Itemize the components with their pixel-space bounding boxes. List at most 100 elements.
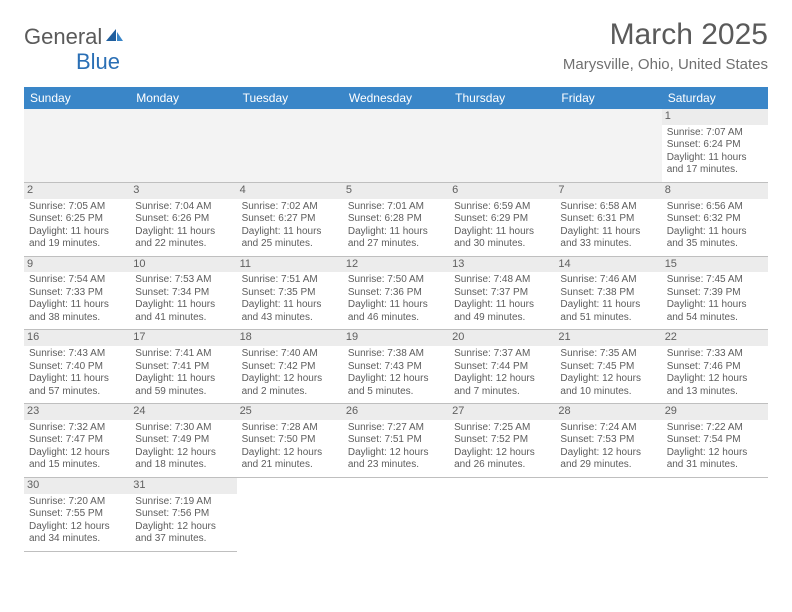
calendar-cell: 18Sunrise: 7:40 AMSunset: 7:42 PMDayligh… <box>237 330 343 404</box>
daylight-line: Daylight: 12 hours and 2 minutes. <box>242 373 338 398</box>
sunrise-line: Sunrise: 7:33 AM <box>667 348 763 361</box>
sunset-line: Sunset: 7:51 PM <box>348 434 444 447</box>
day-number: 18 <box>237 330 343 346</box>
daylight-line: Daylight: 11 hours and 54 minutes. <box>667 299 763 324</box>
daylight-line: Daylight: 11 hours and 27 minutes. <box>348 226 444 251</box>
daylight-line: Daylight: 11 hours and 30 minutes. <box>454 226 550 251</box>
sunset-line: Sunset: 7:54 PM <box>667 434 763 447</box>
calendar-cell: 6 Sunrise: 6:59 AMSunset: 6:29 PMDaylight… <box>449 182 555 256</box>
daylight-line: Daylight: 12 hours and 23 minutes. <box>348 447 444 472</box>
day-number: 30 <box>24 478 130 494</box>
calendar-table: Sunday Monday Tuesday Wednesday Thursday… <box>24 87 768 552</box>
calendar-cell: 23Sunrise: 7:32 AMSunset: 7:47 PMDayligh… <box>24 404 130 478</box>
col-sunday: Sunday <box>24 87 130 109</box>
sunrise-line: Sunrise: 7:30 AM <box>135 422 231 435</box>
sunrise-line: Sunrise: 7:25 AM <box>454 422 550 435</box>
sunrise-line: Sunrise: 7:37 AM <box>454 348 550 361</box>
sunset-line: Sunset: 6:24 PM <box>667 139 763 152</box>
calendar-cell: 15Sunrise: 7:45 AMSunset: 7:39 PMDayligh… <box>662 256 768 330</box>
daylight-line: Daylight: 11 hours and 38 minutes. <box>29 299 125 324</box>
daylight-line: Daylight: 12 hours and 26 minutes. <box>454 447 550 472</box>
daylight-line: Daylight: 11 hours and 35 minutes. <box>667 226 763 251</box>
sunset-line: Sunset: 6:29 PM <box>454 213 550 226</box>
title-block: March 2025 Marysville, Ohio, United Stat… <box>563 18 768 73</box>
calendar-cell: 12Sunrise: 7:50 AMSunset: 7:36 PMDayligh… <box>343 256 449 330</box>
day-number: 22 <box>662 330 768 346</box>
daylight-line: Daylight: 11 hours and 17 minutes. <box>667 152 763 177</box>
sunset-line: Sunset: 7:49 PM <box>135 434 231 447</box>
calendar-cell: 20Sunrise: 7:37 AMSunset: 7:44 PMDayligh… <box>449 330 555 404</box>
day-number: 10 <box>130 257 236 273</box>
sunrise-line: Sunrise: 7:50 AM <box>348 274 444 287</box>
daylight-line: Daylight: 12 hours and 29 minutes. <box>560 447 656 472</box>
calendar-cell <box>555 109 661 182</box>
day-number: 5 <box>343 183 449 199</box>
calendar-cell: 22Sunrise: 7:33 AMSunset: 7:46 PMDayligh… <box>662 330 768 404</box>
daylight-line: Daylight: 11 hours and 43 minutes. <box>242 299 338 324</box>
day-number: 7 <box>555 183 661 199</box>
sunrise-line: Sunrise: 7:22 AM <box>667 422 763 435</box>
day-number: 19 <box>343 330 449 346</box>
daylight-line: Daylight: 12 hours and 34 minutes. <box>29 521 125 546</box>
sunrise-line: Sunrise: 7:20 AM <box>29 496 125 509</box>
day-number: 6 <box>449 183 555 199</box>
daylight-line: Daylight: 11 hours and 59 minutes. <box>135 373 231 398</box>
calendar-row: 30Sunrise: 7:20 AMSunset: 7:55 PMDayligh… <box>24 477 768 551</box>
calendar-row: 23Sunrise: 7:32 AMSunset: 7:47 PMDayligh… <box>24 404 768 478</box>
logo: General <box>24 24 124 50</box>
daylight-line: Daylight: 12 hours and 7 minutes. <box>454 373 550 398</box>
sunrise-line: Sunrise: 7:45 AM <box>667 274 763 287</box>
calendar-row: 9Sunrise: 7:54 AMSunset: 7:33 PMDaylight… <box>24 256 768 330</box>
day-number: 9 <box>24 257 130 273</box>
logo-text-general: General <box>24 24 102 50</box>
sunrise-line: Sunrise: 6:58 AM <box>560 201 656 214</box>
col-monday: Monday <box>130 87 236 109</box>
daylight-line: Daylight: 11 hours and 22 minutes. <box>135 226 231 251</box>
sunrise-line: Sunrise: 6:59 AM <box>454 201 550 214</box>
location-label: Marysville, Ohio, United States <box>563 56 768 73</box>
sunset-line: Sunset: 7:44 PM <box>454 361 550 374</box>
calendar-cell: 29Sunrise: 7:22 AMSunset: 7:54 PMDayligh… <box>662 404 768 478</box>
calendar-cell <box>130 109 236 182</box>
calendar-cell: 28Sunrise: 7:24 AMSunset: 7:53 PMDayligh… <box>555 404 661 478</box>
calendar-cell: 19Sunrise: 7:38 AMSunset: 7:43 PMDayligh… <box>343 330 449 404</box>
sunset-line: Sunset: 7:39 PM <box>667 287 763 300</box>
sunset-line: Sunset: 7:42 PM <box>242 361 338 374</box>
day-number: 1 <box>662 109 768 125</box>
calendar-cell: 9Sunrise: 7:54 AMSunset: 7:33 PMDaylight… <box>24 256 130 330</box>
col-thursday: Thursday <box>449 87 555 109</box>
logo-sail-icon <box>104 23 124 49</box>
calendar-cell: 13Sunrise: 7:48 AMSunset: 7:37 PMDayligh… <box>449 256 555 330</box>
sunset-line: Sunset: 7:56 PM <box>135 508 231 521</box>
calendar-cell <box>449 109 555 182</box>
sunset-line: Sunset: 7:37 PM <box>454 287 550 300</box>
sunset-line: Sunset: 7:38 PM <box>560 287 656 300</box>
daylight-line: Daylight: 11 hours and 41 minutes. <box>135 299 231 324</box>
daylight-line: Daylight: 11 hours and 19 minutes. <box>29 226 125 251</box>
day-number: 29 <box>662 404 768 420</box>
calendar-cell <box>343 477 449 551</box>
day-number: 21 <box>555 330 661 346</box>
sunset-line: Sunset: 7:53 PM <box>560 434 656 447</box>
sunset-line: Sunset: 6:31 PM <box>560 213 656 226</box>
day-number: 17 <box>130 330 236 346</box>
day-number: 25 <box>237 404 343 420</box>
col-wednesday: Wednesday <box>343 87 449 109</box>
daylight-line: Daylight: 12 hours and 21 minutes. <box>242 447 338 472</box>
daylight-line: Daylight: 12 hours and 5 minutes. <box>348 373 444 398</box>
sunrise-line: Sunrise: 7:43 AM <box>29 348 125 361</box>
sunrise-line: Sunrise: 7:32 AM <box>29 422 125 435</box>
calendar-cell: 8Sunrise: 6:56 AMSunset: 6:32 PMDaylight… <box>662 182 768 256</box>
col-tuesday: Tuesday <box>237 87 343 109</box>
day-number: 15 <box>662 257 768 273</box>
calendar-cell: 14Sunrise: 7:46 AMSunset: 7:38 PMDayligh… <box>555 256 661 330</box>
calendar-cell <box>555 477 661 551</box>
day-number: 2 <box>24 183 130 199</box>
calendar-cell: 30Sunrise: 7:20 AMSunset: 7:55 PMDayligh… <box>24 477 130 551</box>
sunset-line: Sunset: 7:34 PM <box>135 287 231 300</box>
sunrise-line: Sunrise: 7:27 AM <box>348 422 444 435</box>
daylight-line: Daylight: 11 hours and 49 minutes. <box>454 299 550 324</box>
calendar-cell: 11Sunrise: 7:51 AMSunset: 7:35 PMDayligh… <box>237 256 343 330</box>
calendar-cell: 26Sunrise: 7:27 AMSunset: 7:51 PMDayligh… <box>343 404 449 478</box>
calendar-cell: 31Sunrise: 7:19 AMSunset: 7:56 PMDayligh… <box>130 477 236 551</box>
